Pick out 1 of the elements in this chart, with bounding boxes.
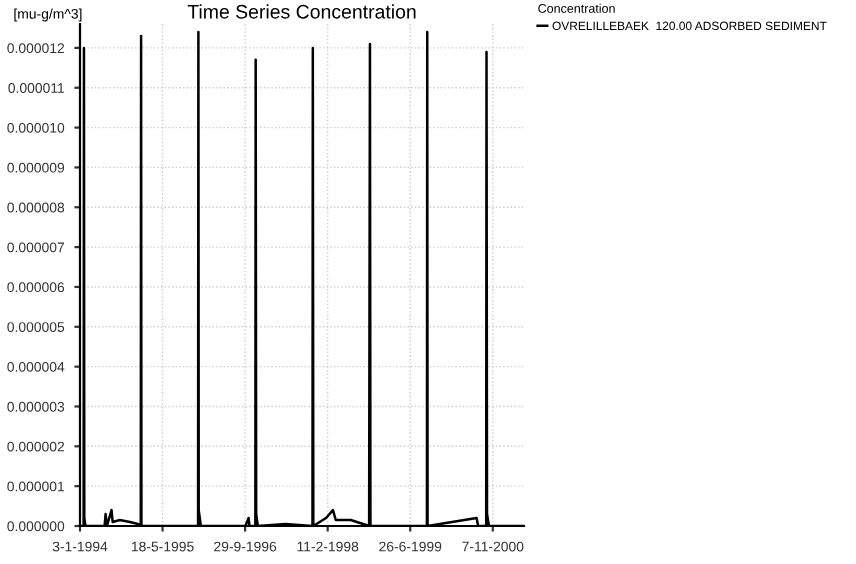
- chart-title: Time Series Concentration: [187, 4, 416, 19]
